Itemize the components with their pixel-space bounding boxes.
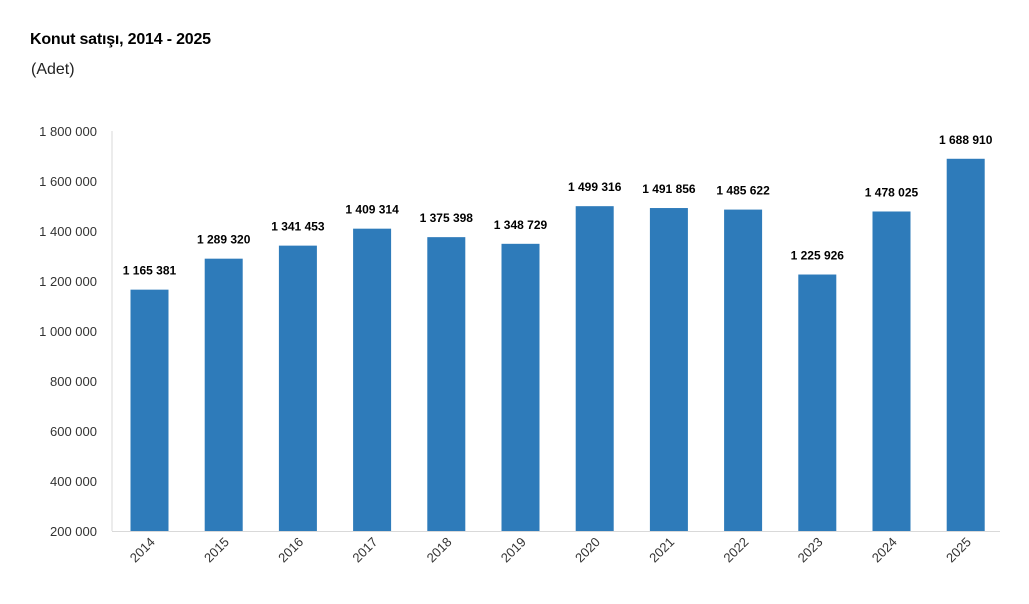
- data-label-2015: 1 289 320: [197, 233, 251, 247]
- x-tick-label-2025: 2025: [943, 534, 974, 565]
- y-tick-label: 1 800 000: [39, 124, 97, 139]
- data-label-2025: 1 688 910: [939, 133, 993, 147]
- y-tick-label: 800 000: [50, 374, 97, 389]
- bar-2018: [427, 237, 466, 531]
- x-tick-label-2023: 2023: [795, 534, 826, 565]
- bar-2025: [946, 158, 985, 531]
- data-label-2018: 1 375 398: [420, 211, 474, 225]
- y-tick-label: 1 200 000: [39, 274, 97, 289]
- y-tick-label: 1 400 000: [39, 224, 97, 239]
- data-label-2023: 1 225 926: [791, 249, 845, 263]
- x-tick-label-2014: 2014: [127, 534, 158, 565]
- y-axis: 200 000 400 000 600 000 800 000 1 000 000 1 2…: [39, 124, 113, 539]
- y-tick-label: 1 600 000: [39, 174, 97, 189]
- data-label-2022: 1 485 622: [716, 184, 770, 198]
- bar-2022: [724, 209, 763, 532]
- data-labels: 1 165 381 1 289 320 1 341 453 1 409 314 1 37…: [123, 133, 993, 278]
- bar-series: [130, 158, 985, 532]
- bar-2014: [130, 289, 169, 531]
- bar-2023: [798, 274, 837, 531]
- data-label-2024: 1 478 025: [865, 185, 919, 199]
- x-tick-label-2018: 2018: [424, 534, 455, 565]
- y-tick-label: 600 000: [50, 424, 97, 439]
- x-axis: 2014 2015 2016 2017 2018 2019 2020 2021 2022 2023…: [112, 531, 1000, 565]
- data-label-2016: 1 341 453: [271, 220, 325, 234]
- bar-2015: [204, 258, 243, 531]
- data-label-2017: 1 409 314: [345, 203, 399, 217]
- x-tick-label-2016: 2016: [275, 534, 306, 565]
- x-tick-label-2019: 2019: [498, 534, 529, 565]
- x-tick-label-2024: 2024: [869, 534, 900, 565]
- bar-2024: [872, 211, 911, 531]
- x-tick-label-2017: 2017: [349, 534, 380, 565]
- y-tick-label: 1 000 000: [39, 324, 97, 339]
- x-tick-label-2021: 2021: [646, 534, 677, 565]
- x-tick-label-2015: 2015: [201, 534, 232, 565]
- bar-2020: [575, 206, 614, 531]
- x-tick-label-2022: 2022: [720, 534, 751, 565]
- y-tick-label: 200 000: [50, 524, 97, 539]
- x-tick-label-2020: 2020: [572, 534, 603, 565]
- data-label-2019: 1 348 729: [494, 218, 548, 232]
- bar-2016: [278, 245, 317, 531]
- data-label-2021: 1 491 856: [642, 182, 696, 196]
- chart-title: Konut satışı, 2014 - 2025: [30, 31, 211, 48]
- bar-2019: [501, 243, 540, 531]
- bar-2017: [353, 228, 392, 531]
- bar-2021: [649, 208, 688, 531]
- y-tick-label: 400 000: [50, 474, 97, 489]
- data-label-2020: 1 499 316: [568, 180, 622, 194]
- chart-subtitle: (Adet): [31, 61, 75, 78]
- data-label-2014: 1 165 381: [123, 264, 177, 278]
